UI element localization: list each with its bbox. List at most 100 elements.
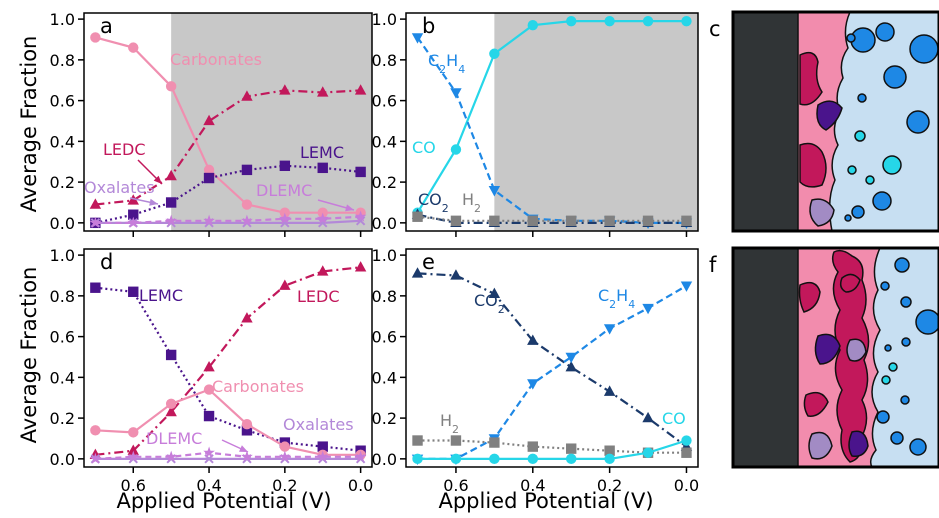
bubble-f10 [876,410,890,424]
data-point-h2 [527,215,538,227]
data-point-carbonates [203,384,215,395]
y-tick-label: 0.8 [50,51,75,70]
label-co2: CO2 [474,291,505,316]
label-co2-part: CO [418,190,442,209]
data-point-lemc [355,166,366,178]
arrow-dlemc-head [345,204,354,212]
data-point-c2h4 [642,303,654,315]
data-point-ledc [354,261,367,272]
data-point-co2 [527,334,539,345]
data-point-dlemc [165,450,178,462]
data-point-carbonates [128,42,139,53]
panel-f-label: f [709,253,717,277]
bubble-f9 [900,395,910,405]
data-point-lemc [128,209,139,220]
data-point-lemc [165,197,177,208]
label-h2: H2 [440,411,459,436]
label-c2h4-part: C [428,51,439,70]
y-tick-label: 0.0 [372,214,397,233]
bubble-c10 [847,165,857,175]
data-point-ledc [279,84,291,95]
bubble-c6 [857,93,867,103]
data-point-h2 [489,437,500,448]
data-point-lemc [203,172,215,184]
data-point-ledc [317,86,329,97]
bubble-c3 [846,33,856,43]
label-c2h4-part: 2 [439,63,446,76]
data-point-carbonates [128,427,139,438]
panel-label-e: e [422,250,435,274]
y-tick-label: 1.0 [372,10,397,29]
data-point-co [450,144,462,155]
y-tick-label: 0.6 [372,92,397,111]
data-point-dlemc [165,214,178,226]
data-point-c2h4 [680,281,693,292]
bubble-c9 [882,155,902,175]
data-point-carbonates [241,419,253,430]
y-tick-label: 0.4 [50,368,75,387]
shaded-region [171,13,372,231]
series-line-carbonates [95,36,361,214]
data-point-co [681,435,692,446]
label-co2-part: CO [474,291,498,310]
sei-grain-f5 [839,273,861,293]
data-point-carbonates [90,425,101,436]
data-point-dlemc [89,216,102,228]
data-point-dlemc [278,450,291,462]
data-point-carbonates [90,32,101,43]
data-point-ledc [165,169,177,181]
sei-grain-c4 [809,198,835,227]
data-point-c2h4 [603,324,616,335]
x-axis-label-right: Applied Potential (V) [438,489,653,513]
data-point-co [450,453,462,465]
data-point-dlemc [203,214,215,226]
series-line-co2 [417,213,687,224]
bubble-c5 [909,34,939,64]
bubble-c7 [906,110,930,134]
data-point-co [489,48,500,59]
data-point-lemc [128,286,139,297]
x-tick-label: 0.4 [196,476,221,495]
panel-f-illustration: f [709,246,939,469]
data-point-c2h4 [527,379,539,390]
panel-label-a: a [100,14,113,38]
series-line-co [416,20,687,214]
data-point-h2 [450,435,462,446]
bubble-f8 [881,375,891,385]
label-c2h4-part: H [446,51,458,70]
panel-e-chart: 0.00.20.40.60.81.00.6 0.4 0.2 0.0eCO2C2H4H2… [372,246,700,495]
label-co: CO [662,409,686,428]
data-point-lemc [241,425,253,436]
data-point-carbonates [279,441,291,452]
series-line-c2h4 [417,284,688,460]
series-line-h2 [417,215,687,222]
y-tick-label: 1.0 [372,246,397,265]
data-point-h2 [489,215,500,227]
y-tick-label: 0.0 [372,450,397,469]
label-ledc: LEDC [103,140,146,159]
data-point-co [681,15,692,27]
y-tick-label: 0.2 [372,409,397,428]
series-line-co2 [417,272,688,448]
data-point-lemc [165,349,177,361]
bubble-c11 [865,175,875,185]
label-oxalates: Oxalates [283,415,354,434]
data-point-ledc [354,84,367,95]
y-tick-label: 0.6 [50,92,75,111]
y-tick-label: 1.0 [50,246,75,265]
data-point-h2 [566,215,577,227]
bubble-c8 [854,130,866,142]
bubble-f12 [909,438,927,456]
y-tick-label: 0.0 [50,214,75,233]
label-dlemc: DLEMC [146,429,202,448]
data-point-co2 [411,267,424,278]
bubble-f11 [890,431,904,445]
x-tick-label: 0.6 [121,476,146,495]
data-point-co2 [450,269,462,280]
label-co2-part: 2 [498,303,505,316]
label-h2-part: 2 [474,202,481,215]
label-lemc: LEMC [300,143,344,162]
label-c2h4-part: H [616,286,628,305]
data-point-ledc [317,265,329,276]
